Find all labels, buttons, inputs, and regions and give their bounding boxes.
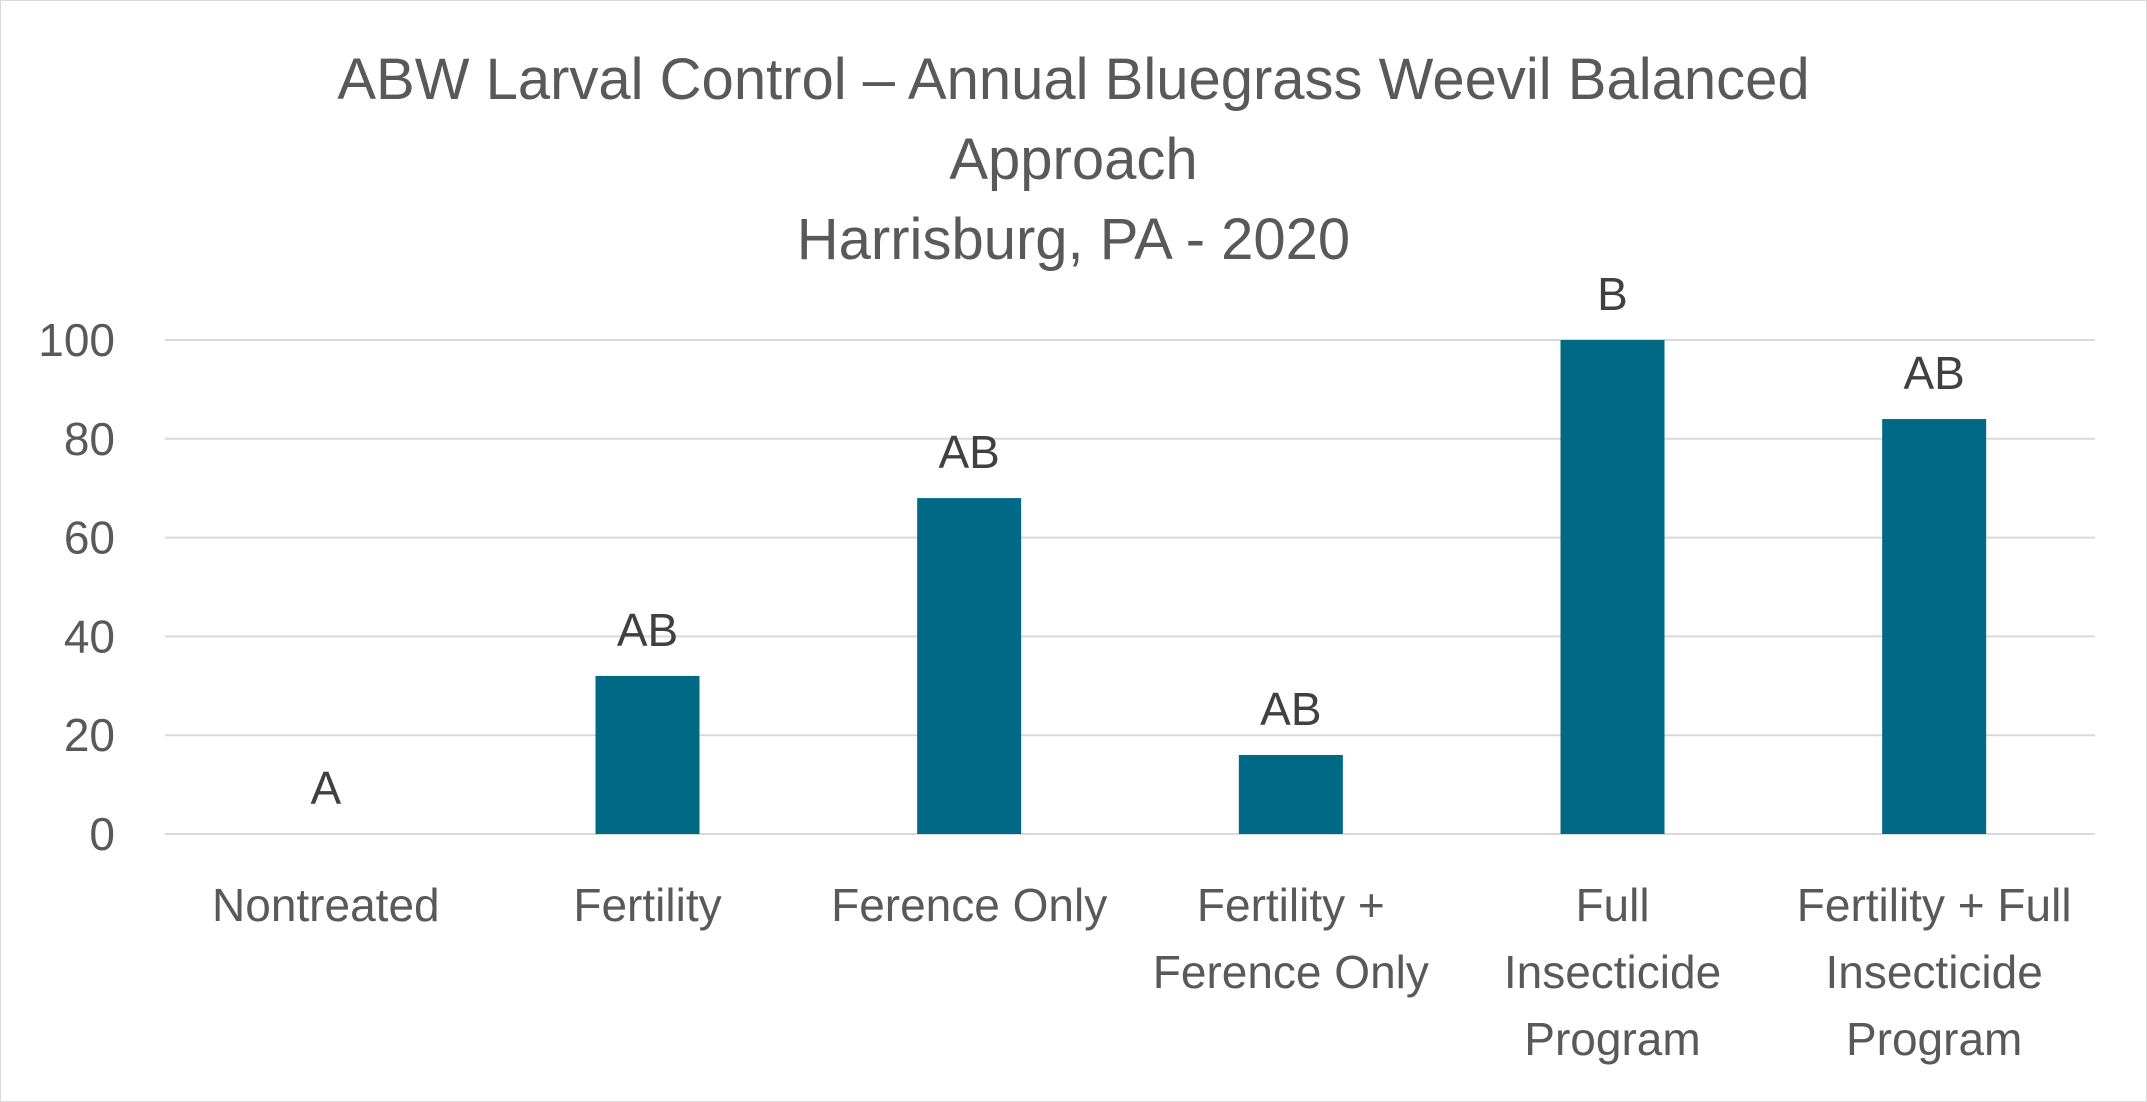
x-tick-label-line: Fertility +	[1197, 879, 1385, 931]
chart-title-line-3: Harrisburg, PA - 2020	[796, 207, 1351, 272]
x-tick-label-line: Full	[1575, 879, 1649, 931]
data-label: A	[310, 762, 341, 814]
x-tick-label-line: Insecticide	[1825, 946, 2042, 998]
y-tick-label: 20	[64, 709, 115, 761]
bar	[1238, 754, 1343, 834]
chart-title-line-1: ABW Larval Control – Annual Bluegrass We…	[337, 47, 1810, 112]
x-tick-label: Fertility	[573, 879, 721, 931]
x-tick-label-line: Nontreated	[212, 879, 440, 931]
x-tick-label: Fertility + Ference Only	[1153, 879, 1429, 998]
bar	[1882, 419, 1987, 834]
bar	[595, 675, 700, 834]
data-label: B	[1597, 268, 1628, 320]
y-tick-label: 80	[64, 413, 115, 465]
x-tick-label-line: Insecticide	[1504, 946, 1721, 998]
bar	[1560, 340, 1665, 834]
y-tick-label: 100	[38, 314, 115, 366]
y-tick-label: 0	[89, 808, 115, 860]
y-tick-label: 40	[64, 610, 115, 662]
data-label: AB	[938, 426, 999, 478]
chart-title-line-2: Approach	[949, 127, 1198, 192]
bar	[917, 498, 1022, 834]
x-tick-label-line: Ference Only	[1153, 946, 1429, 998]
x-tick-label-line: Program	[1524, 1013, 1700, 1065]
x-tick-label: Full Insecticide Program	[1504, 879, 1721, 1065]
x-tick-label-line: Fertility	[573, 879, 721, 931]
data-label: AB	[617, 604, 678, 656]
chart-title: ABW Larval Control – Annual Bluegrass We…	[0, 40, 2147, 280]
y-tick-label: 60	[64, 512, 115, 564]
x-tick-label-line: Ference Only	[831, 879, 1107, 931]
x-tick-label: Nontreated	[212, 879, 440, 931]
data-label: AB	[1903, 347, 1964, 399]
x-tick-label-line: Fertility + Full	[1797, 879, 2072, 931]
x-tick-label: Fertility + Full Insecticide Program	[1797, 879, 2072, 1065]
x-tick-label: Ference Only	[831, 879, 1107, 931]
x-tick-label-line: Program	[1846, 1013, 2022, 1065]
data-label: AB	[1260, 683, 1321, 735]
